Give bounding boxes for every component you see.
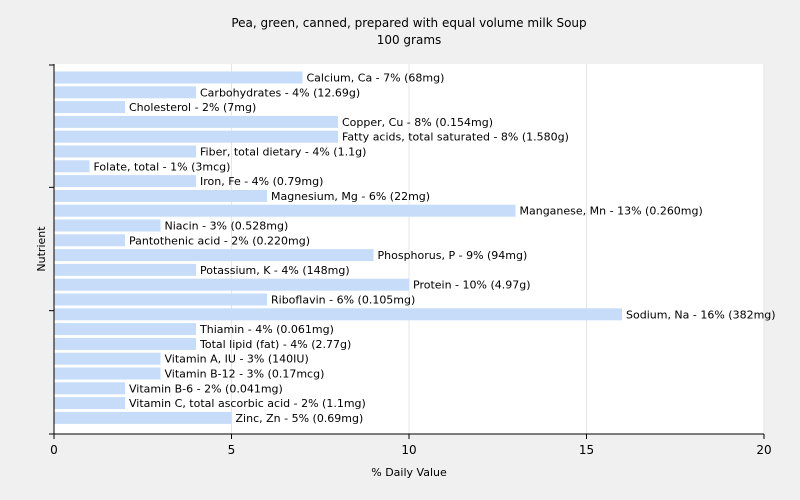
x-tick-label: 5	[228, 443, 236, 457]
bar-label: Copper, Cu - 8% (0.154mg)	[342, 116, 493, 129]
bar-label: Magnesium, Mg - 6% (22mg)	[271, 190, 430, 203]
bar-label: Vitamin B-12 - 3% (0.17mcg)	[165, 368, 325, 381]
bar-label: Calcium, Ca - 7% (68mg)	[307, 72, 445, 85]
chart-subtitle: 100 grams	[377, 33, 442, 47]
bar	[54, 101, 125, 114]
bar-label: Protein - 10% (4.97g)	[413, 279, 531, 292]
bar	[54, 189, 267, 202]
x-tick-label: 0	[50, 443, 58, 457]
bars	[54, 71, 622, 424]
bar	[54, 382, 125, 395]
bar-label: Manganese, Mn - 13% (0.260mg)	[520, 205, 703, 218]
x-tick-label: 10	[401, 443, 416, 457]
bar	[54, 175, 196, 188]
bar-label: Potassium, K - 4% (148mg)	[200, 264, 350, 277]
bar	[54, 278, 409, 291]
bar-label: Fatty acids, total saturated - 8% (1.580…	[342, 131, 569, 144]
chart-title: Pea, green, canned, prepared with equal …	[231, 16, 586, 30]
bar-label: Vitamin C, total ascorbic acid - 2% (1.1…	[129, 397, 366, 410]
bar	[54, 71, 303, 84]
bar	[54, 352, 161, 365]
bar	[54, 115, 338, 128]
bar	[54, 249, 374, 262]
y-axis-title: Nutrient	[35, 226, 48, 272]
bar	[54, 160, 90, 173]
bar-label: Vitamin A, IU - 3% (140IU)	[165, 353, 309, 366]
bar-label: Vitamin B-6 - 2% (0.041mg)	[129, 382, 283, 395]
bar	[54, 234, 125, 247]
bar	[54, 308, 622, 321]
bar-label: Thiamin - 4% (0.061mg)	[199, 323, 334, 336]
bar-label: Total lipid (fat) - 4% (2.77g)	[199, 338, 351, 351]
x-ticks: 0 5 10 15 20	[49, 64, 772, 457]
bar-labels: Calcium, Ca - 7% (68mg)Carbohydrates - 4…	[94, 72, 776, 425]
bar-label: Fiber, total dietary - 4% (1.1g)	[200, 146, 366, 159]
bar-label: Riboflavin - 6% (0.105mg)	[271, 294, 415, 307]
bar	[54, 145, 196, 158]
bar-label: Zinc, Zn - 5% (0.69mg)	[236, 412, 364, 425]
bar	[54, 337, 196, 350]
bar	[54, 86, 196, 99]
bar-label: Pantothenic acid - 2% (0.220mg)	[129, 234, 310, 247]
bar-label: Niacin - 3% (0.528mg)	[165, 220, 289, 233]
bar-label: Folate, total - 1% (3mcg)	[94, 160, 231, 173]
bar-label: Sodium, Na - 16% (382mg)	[626, 308, 776, 321]
bar	[54, 204, 516, 217]
x-tick-label: 20	[756, 443, 771, 457]
bar	[54, 263, 196, 276]
x-axis-title: % Daily Value	[371, 466, 447, 479]
bar-label: Carbohydrates - 4% (12.69g)	[200, 86, 360, 99]
bar	[54, 367, 161, 380]
bar	[54, 323, 196, 336]
bar	[54, 130, 338, 143]
bar-label: Cholesterol - 2% (7mg)	[129, 101, 256, 114]
bar	[54, 293, 267, 306]
bar	[54, 397, 125, 410]
x-tick-label: 15	[579, 443, 594, 457]
bar-label: Phosphorus, P - 9% (94mg)	[378, 249, 528, 262]
bar-label: Iron, Fe - 4% (0.79mg)	[200, 175, 323, 188]
bar	[54, 219, 161, 232]
bar	[54, 411, 232, 424]
